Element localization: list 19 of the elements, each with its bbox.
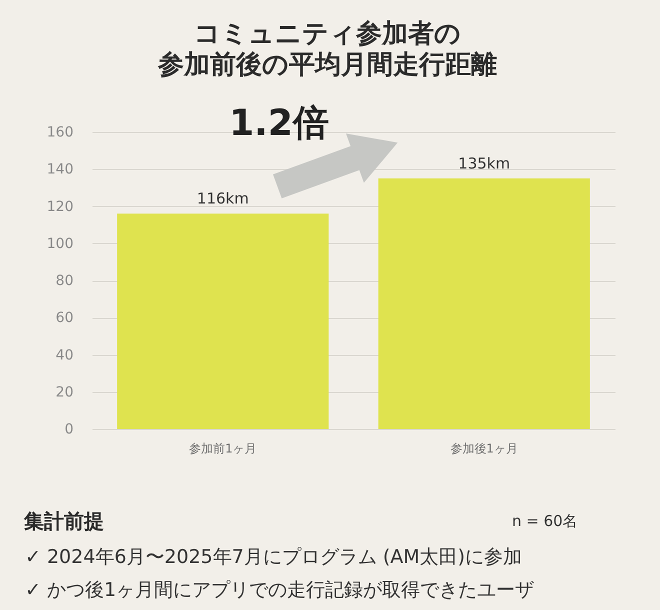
x-tick-label: 参加前1ヶ月 [189,442,257,456]
data-label: 116km [196,190,249,208]
text: 集計前提 [23,509,104,533]
y-tick-label: 0 [64,422,74,438]
text: ✓ 2024年6月〜2025年7月にプログラム (AM太田)に参加 [25,546,522,568]
y-tick-label: 60 [56,310,74,326]
y-tick-label: 40 [56,347,74,364]
y-tick-label: 80 [56,273,74,289]
y-tick-label: 140 [46,162,74,178]
text: ✓ かつ後1ヶ月間にアプリでの走行記録が取得できたユーザ [25,579,534,601]
y-tick-label: 120 [46,198,74,215]
y-tick-label: 160 [46,124,74,140]
chart-title: コミュニティ参加者の参加前後の平均月間走行距離 [157,19,497,80]
data-label: 135km [458,154,510,172]
x-tick-label: 参加後1ヶ月 [450,442,518,456]
y-tick-label: 20 [56,384,74,400]
annotation: 1.2倍 [229,103,329,144]
text: n = 60名 [512,512,578,530]
y-tick-label: 100 [46,236,74,252]
